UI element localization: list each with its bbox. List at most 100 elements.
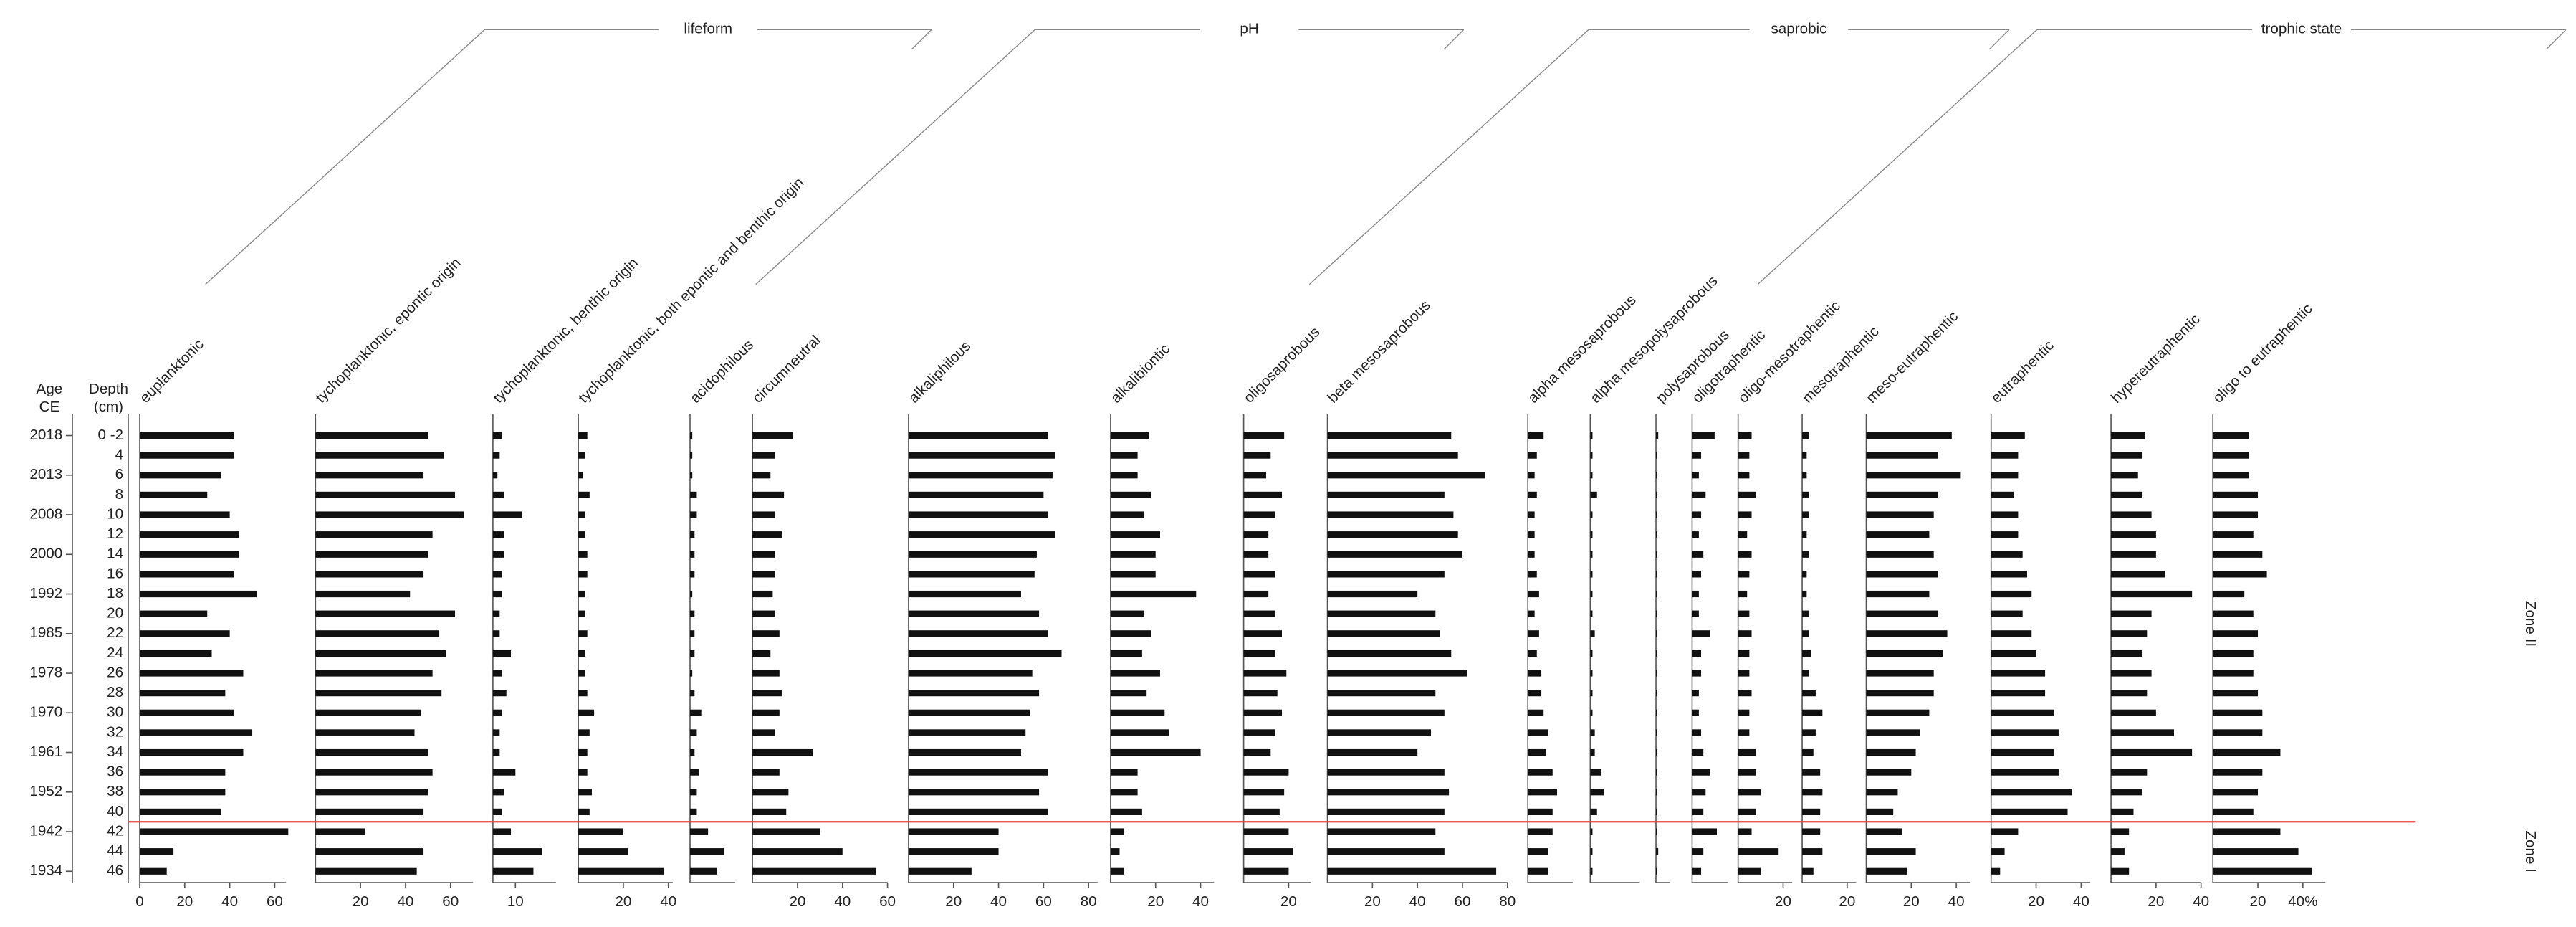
- bar: [578, 491, 590, 498]
- bar: [1738, 709, 1750, 716]
- bar: [1692, 690, 1699, 697]
- panel-label: tychoplanktonic, epontic origin: [312, 255, 464, 407]
- bar: [1590, 630, 1595, 637]
- bar: [908, 709, 1030, 716]
- bar: [1656, 690, 1657, 697]
- bar: [1528, 690, 1542, 697]
- bar: [1327, 590, 1418, 598]
- bar: [1528, 590, 1539, 598]
- group-line: [1757, 29, 2038, 285]
- bar: [1866, 472, 1961, 479]
- x-tick-label: 20: [176, 893, 193, 910]
- bar: [2213, 452, 2249, 459]
- bar: [690, 630, 695, 637]
- zone-label: Zone I: [2522, 830, 2539, 872]
- bar: [1656, 630, 1657, 637]
- bar: [2213, 610, 2254, 617]
- bar: [1243, 531, 1269, 538]
- bar: [1590, 867, 1593, 875]
- x-tick-label: 40%: [2288, 893, 2317, 910]
- bar: [1656, 432, 1659, 439]
- x-tick-label: 80: [1499, 893, 1516, 910]
- bar: [1692, 808, 1704, 815]
- bar: [1528, 551, 1535, 558]
- bar: [578, 610, 585, 617]
- group-line: [1308, 29, 1589, 285]
- bar: [1656, 590, 1657, 598]
- bar: [1528, 531, 1535, 538]
- bar: [1692, 848, 1704, 855]
- bar: [1656, 808, 1657, 815]
- bar: [2213, 789, 2259, 796]
- x-tick-label: 20: [1903, 893, 1920, 910]
- bar: [2111, 630, 2148, 637]
- bar: [1866, 571, 1938, 578]
- age-label: 2018: [29, 427, 62, 443]
- x-tick-label: 20: [353, 893, 369, 910]
- bar: [1590, 709, 1593, 716]
- depth-label: 26: [107, 664, 123, 680]
- bar: [1327, 729, 1431, 736]
- depth-label: 38: [107, 783, 123, 799]
- bar: [1110, 729, 1169, 736]
- bar: [1327, 769, 1445, 776]
- bar: [315, 630, 440, 637]
- age-label: 1961: [29, 743, 62, 760]
- bar: [492, 650, 512, 657]
- bar: [1327, 828, 1436, 835]
- group-line: [911, 29, 932, 50]
- bar: [578, 531, 585, 538]
- bar: [1991, 769, 2059, 776]
- bar: [1243, 551, 1269, 558]
- bar: [1656, 571, 1657, 578]
- bar: [1590, 531, 1593, 538]
- bar: [752, 848, 843, 855]
- bar: [908, 848, 999, 855]
- bar: [1692, 491, 1706, 498]
- bar: [1692, 789, 1706, 796]
- bar: [1590, 769, 1602, 776]
- bar: [315, 511, 464, 518]
- bar: [752, 571, 775, 578]
- bar: [908, 472, 1053, 479]
- bar: [1590, 452, 1593, 459]
- bar: [1590, 670, 1593, 677]
- bar: [1110, 491, 1151, 498]
- bar: [140, 650, 212, 657]
- bar: [752, 452, 775, 459]
- bar: [1110, 769, 1138, 776]
- age-label: 1942: [29, 822, 62, 839]
- bar: [752, 670, 780, 677]
- bar: [1243, 491, 1282, 498]
- bar: [908, 748, 1021, 756]
- x-tick-label: 40: [397, 893, 413, 910]
- bar: [1738, 729, 1750, 736]
- age-label: 1985: [29, 624, 62, 641]
- bar: [1656, 551, 1657, 558]
- bar: [690, 452, 693, 459]
- bar: [1866, 610, 1938, 617]
- bar: [752, 491, 785, 498]
- bar: [1110, 670, 1161, 677]
- bar: [1692, 432, 1715, 439]
- x-tick-label: 20: [615, 893, 631, 910]
- bar: [2213, 432, 2249, 439]
- bar: [1991, 590, 2032, 598]
- bar: [1590, 472, 1593, 479]
- bar: [1802, 472, 1807, 479]
- x-tick-label: 20: [2250, 893, 2266, 910]
- bar: [752, 729, 775, 736]
- bar: [1692, 511, 1702, 518]
- bar: [1692, 670, 1702, 677]
- bar: [492, 610, 500, 617]
- depth-label: 22: [107, 624, 123, 641]
- bar: [1528, 432, 1544, 439]
- bar: [1738, 748, 1756, 756]
- bar: [908, 491, 1044, 498]
- bar: [908, 769, 1048, 776]
- x-tick-label: 40: [1409, 893, 1426, 910]
- bar: [1738, 670, 1750, 677]
- depth-label: 20: [107, 605, 123, 622]
- bar: [1802, 491, 1809, 498]
- bar: [1802, 610, 1809, 617]
